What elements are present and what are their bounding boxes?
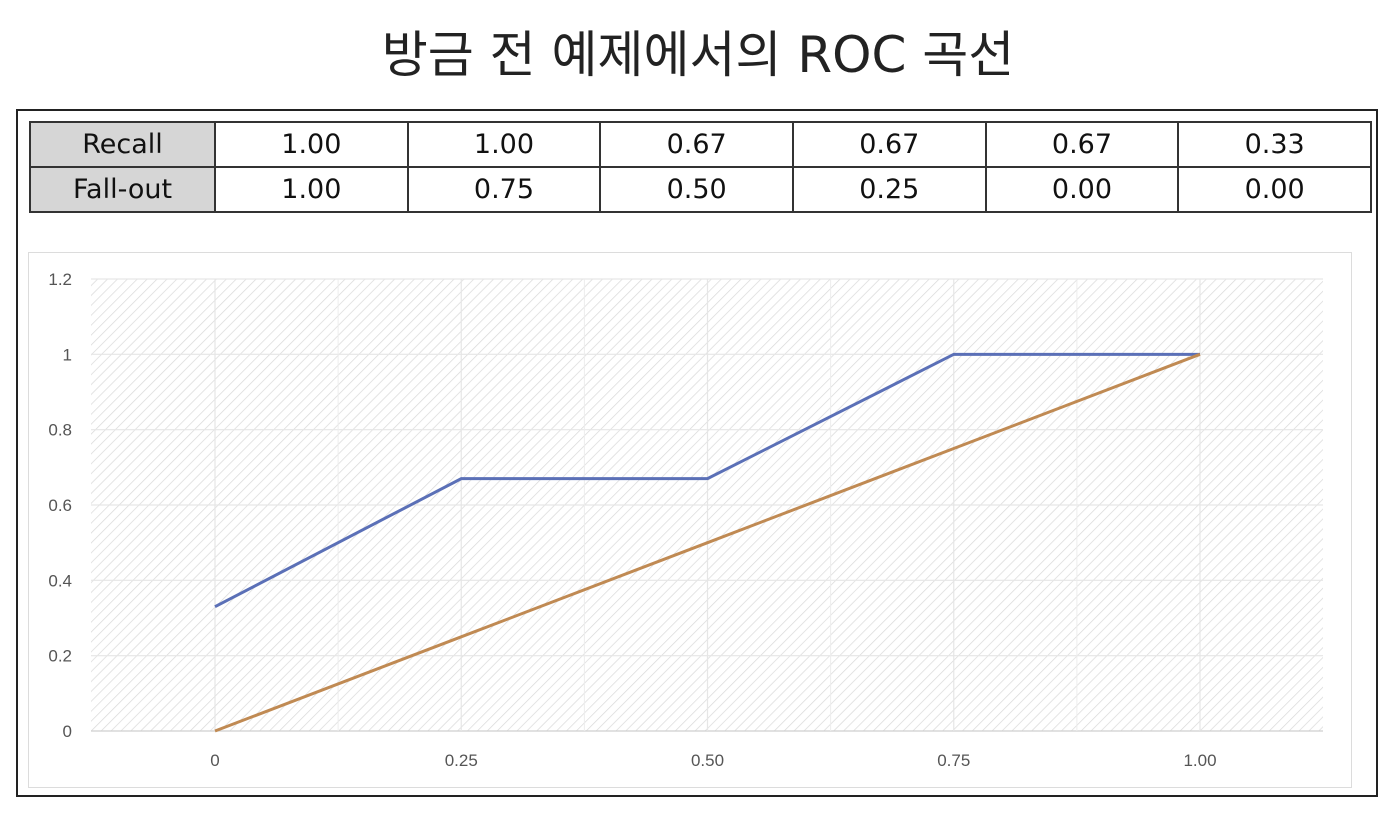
- x-tick-label: 0.75: [937, 751, 970, 770]
- table-row: Fall-out 1.00 0.75 0.50 0.25 0.00 0.00: [29, 166, 1372, 213]
- y-tick-label: 1.2: [48, 270, 72, 289]
- y-tick-label: 1: [63, 345, 72, 364]
- table-row: Recall 1.00 1.00 0.67 0.67 0.67 0.33: [29, 121, 1372, 168]
- table-cell: 0.25: [791, 166, 987, 213]
- diagonal-reference-line: [214, 352, 1201, 733]
- chart-area-box: [28, 252, 1352, 788]
- table-cell: 1.00: [214, 121, 409, 168]
- table-cell: 0.67: [984, 121, 1180, 168]
- row-header-recall: Recall: [29, 121, 216, 168]
- chart-title: 방금 전 예제에서의 ROC 곡선: [381, 26, 1015, 84]
- table-cell: 0.67: [791, 121, 987, 168]
- x-tick-label: 0.25: [445, 751, 478, 770]
- table-cell: 1.00: [406, 121, 602, 168]
- values-table: Recall 1.00 1.00 0.67 0.67 0.67 0.33 Fal…: [29, 121, 1372, 213]
- y-tick-label: 0.8: [48, 421, 72, 440]
- table-cell: 0.33: [1177, 121, 1372, 168]
- y-tick-label: 0.2: [48, 647, 72, 666]
- table-cell: 0.75: [406, 166, 602, 213]
- x-tick-label: 1.00: [1183, 751, 1216, 770]
- table-cell: 0.67: [599, 121, 794, 168]
- table-cell: 1.00: [214, 166, 409, 213]
- table-cell: 0.50: [599, 166, 794, 213]
- figure-frame: [16, 109, 1378, 797]
- table-cell: 0.00: [1177, 166, 1372, 213]
- y-tick-label: 0.4: [48, 571, 72, 590]
- x-tick-label: 0.50: [691, 751, 724, 770]
- table-cell: 0.00: [984, 166, 1180, 213]
- roc-curve-line: [214, 352, 1200, 609]
- row-header-fall-out: Fall-out: [29, 166, 216, 213]
- x-tick-label: 0: [210, 751, 219, 770]
- y-tick-label: 0.6: [48, 496, 72, 515]
- y-tick-label: 0: [63, 722, 72, 741]
